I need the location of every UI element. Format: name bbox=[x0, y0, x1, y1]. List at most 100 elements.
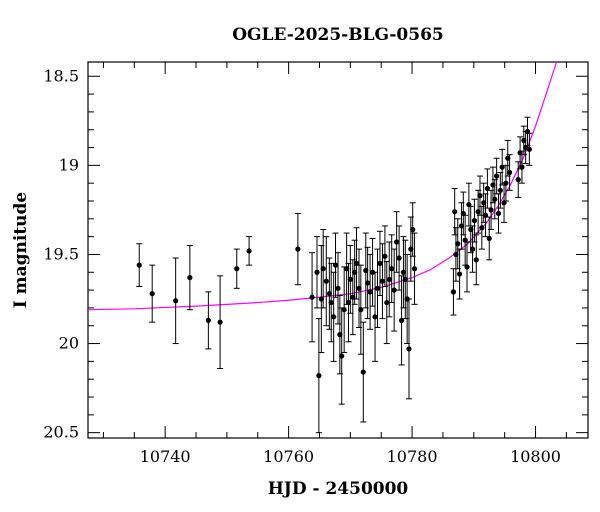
point-marker bbox=[136, 262, 142, 268]
point-marker bbox=[408, 246, 414, 252]
data-point bbox=[454, 218, 461, 270]
point-marker bbox=[464, 264, 470, 270]
point-marker bbox=[481, 200, 487, 206]
y-tick-label: 20.5 bbox=[43, 423, 79, 442]
point-marker bbox=[365, 280, 371, 286]
data-points-layer bbox=[136, 116, 533, 434]
data-point bbox=[294, 212, 301, 286]
data-point bbox=[400, 236, 407, 309]
data-point bbox=[233, 248, 240, 289]
data-point bbox=[217, 275, 224, 370]
data-point bbox=[450, 268, 457, 316]
point-marker bbox=[411, 266, 418, 272]
data-point bbox=[388, 234, 395, 304]
data-point bbox=[451, 188, 458, 236]
plot-frame bbox=[87, 61, 589, 439]
point-marker bbox=[490, 182, 496, 188]
point-marker bbox=[519, 164, 525, 170]
data-point bbox=[411, 232, 418, 305]
data-point bbox=[476, 175, 483, 216]
data-point bbox=[328, 262, 335, 343]
point-marker bbox=[374, 285, 381, 291]
point-marker bbox=[344, 266, 350, 272]
data-point bbox=[504, 139, 511, 177]
y-tick-label: 19.5 bbox=[43, 244, 79, 263]
point-marker bbox=[468, 226, 474, 233]
point-marker bbox=[316, 373, 322, 379]
point-marker bbox=[455, 241, 461, 247]
point-marker bbox=[521, 137, 527, 144]
x-axis-label: HJD - 2450000 bbox=[268, 479, 409, 499]
point-marker bbox=[187, 275, 193, 281]
point-marker bbox=[341, 307, 347, 313]
data-point bbox=[386, 241, 393, 318]
point-marker bbox=[358, 307, 364, 313]
data-point bbox=[314, 236, 321, 309]
point-marker bbox=[396, 255, 402, 261]
data-point bbox=[383, 261, 390, 345]
point-marker bbox=[173, 298, 179, 304]
data-point bbox=[473, 234, 480, 286]
point-marker bbox=[382, 253, 388, 259]
point-marker bbox=[337, 332, 343, 338]
model-curve-layer bbox=[87, 61, 558, 311]
point-marker bbox=[453, 251, 459, 258]
point-marker bbox=[367, 289, 373, 295]
data-point bbox=[458, 202, 465, 250]
data-point bbox=[374, 248, 381, 329]
point-marker bbox=[389, 266, 395, 272]
point-marker bbox=[234, 266, 240, 272]
data-point bbox=[246, 236, 253, 266]
data-point bbox=[341, 266, 348, 353]
point-marker bbox=[295, 246, 301, 252]
x-tick-label: 10800 bbox=[510, 447, 561, 466]
point-marker bbox=[503, 180, 509, 186]
data-point bbox=[332, 232, 339, 298]
data-point bbox=[309, 252, 316, 343]
data-point bbox=[205, 291, 212, 350]
data-point bbox=[409, 202, 416, 257]
data-point bbox=[405, 298, 412, 400]
point-marker bbox=[494, 173, 500, 179]
point-marker bbox=[328, 299, 334, 306]
point-marker bbox=[486, 235, 492, 242]
data-point bbox=[502, 164, 509, 202]
point-marker bbox=[347, 276, 353, 283]
point-marker bbox=[386, 276, 392, 283]
data-point bbox=[452, 227, 459, 282]
point-marker bbox=[379, 278, 386, 284]
data-point bbox=[478, 205, 485, 250]
point-marker bbox=[377, 260, 383, 266]
point-marker bbox=[410, 226, 416, 233]
point-marker bbox=[323, 278, 329, 284]
x-tick-label: 10740 bbox=[140, 447, 191, 466]
point-marker bbox=[360, 369, 366, 375]
point-marker bbox=[363, 267, 369, 274]
point-marker bbox=[394, 239, 400, 245]
point-marker bbox=[469, 246, 476, 252]
point-marker bbox=[384, 299, 390, 306]
point-marker bbox=[331, 314, 337, 320]
point-marker bbox=[372, 314, 378, 320]
point-marker bbox=[205, 317, 211, 323]
point-marker bbox=[320, 266, 326, 272]
point-marker bbox=[479, 225, 485, 231]
data-point bbox=[360, 321, 367, 423]
axis-ticks-layer: 10740 10760 10780 10800 18.5 19 19.5 20 20.5 bbox=[43, 62, 588, 466]
point-marker bbox=[458, 223, 465, 229]
x-tick-label: 10760 bbox=[263, 447, 314, 466]
point-marker bbox=[406, 346, 412, 352]
point-marker bbox=[507, 169, 513, 176]
chart-title: OGLE-2025-BLG-0565 bbox=[232, 25, 444, 45]
data-point bbox=[172, 257, 179, 345]
data-point bbox=[489, 166, 496, 204]
point-marker bbox=[309, 294, 315, 300]
data-point bbox=[391, 248, 398, 332]
point-marker bbox=[352, 269, 358, 275]
x-tick-label: 10780 bbox=[387, 447, 438, 466]
data-point bbox=[381, 225, 388, 288]
point-marker bbox=[477, 193, 483, 199]
data-point bbox=[506, 154, 513, 191]
point-marker bbox=[339, 353, 345, 359]
point-marker bbox=[526, 146, 532, 152]
